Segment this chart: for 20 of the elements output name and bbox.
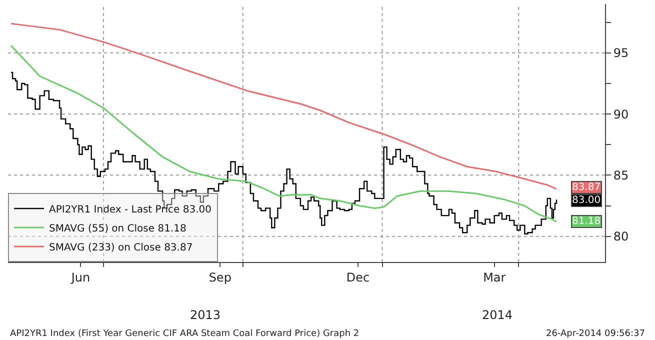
data-label: 81.18 bbox=[572, 216, 601, 227]
data-label: 83.00 bbox=[572, 195, 601, 206]
text: 26-Apr-2014 09:56:37 bbox=[546, 329, 645, 339]
y-tick-label: 80 bbox=[613, 230, 629, 244]
y-tick-label: 90 bbox=[613, 107, 629, 122]
x-tick-label: Mar bbox=[483, 270, 506, 284]
line-series bbox=[10, 22, 558, 190]
legend-label: API2YR1 Index - Last Price 83.00 bbox=[49, 204, 212, 216]
text: 2014 bbox=[482, 308, 513, 322]
legend-label: SMAVG (233) on Close 83.87 bbox=[49, 242, 193, 254]
y-tick-label: 85 bbox=[613, 168, 629, 182]
legend-label: SMAVG (55) on Close 81.18 bbox=[49, 223, 186, 234]
text: API2YR1 Index (First Year Generic CIF ARA Steam Coal Forward Price) Graph 2 bbox=[10, 329, 360, 339]
data-label: 83.87 bbox=[572, 182, 601, 193]
x-tick-label: Sep bbox=[208, 270, 232, 284]
y-tick-label: 95 bbox=[613, 46, 629, 60]
text: 2013 bbox=[190, 308, 221, 322]
line-series bbox=[10, 44, 558, 223]
x-tick-label: Dec bbox=[346, 270, 370, 284]
x-tick-label: Jun bbox=[70, 270, 90, 284]
